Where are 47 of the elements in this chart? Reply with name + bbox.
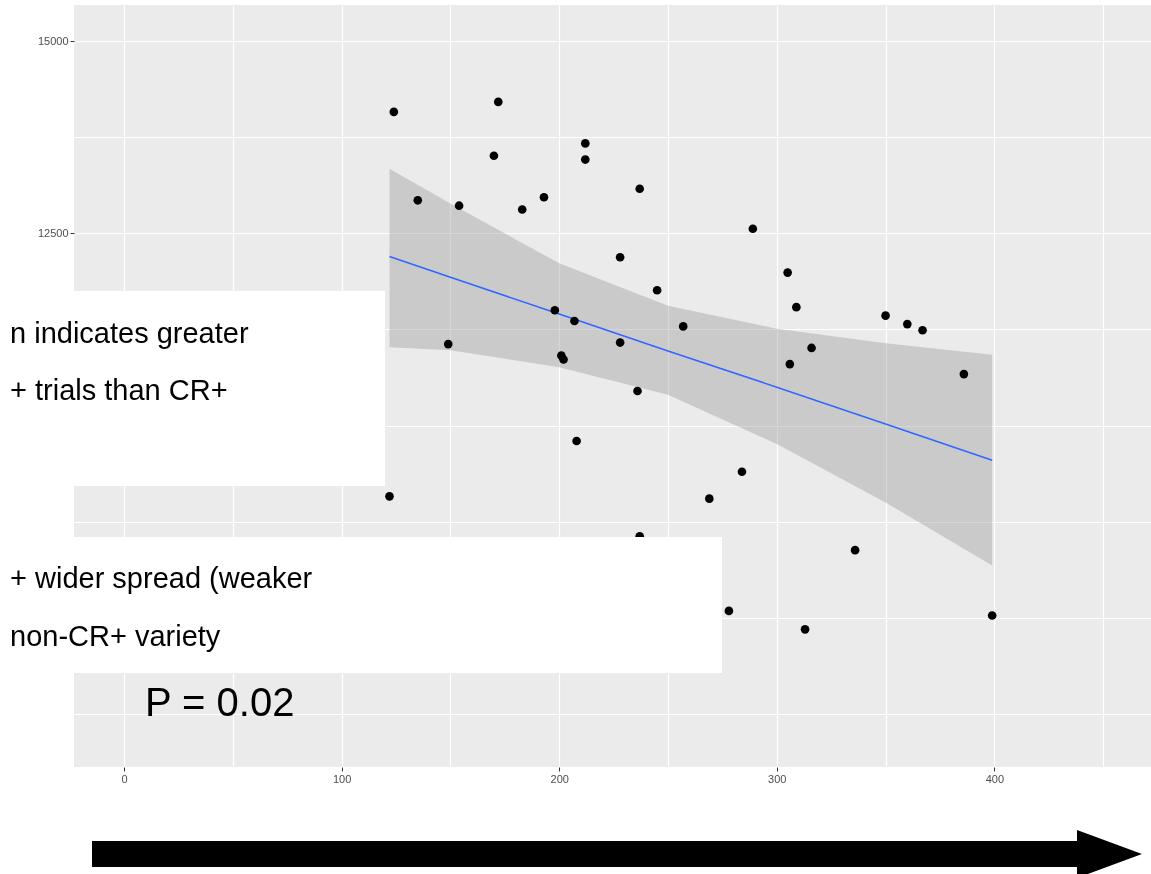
annotation: + wider spread (weaker non-CR+ variety	[10, 561, 313, 654]
point	[454, 201, 464, 211]
point	[918, 325, 927, 335]
point	[443, 339, 453, 349]
line-series	[388, 255, 993, 461]
point	[850, 545, 860, 555]
x-tick-label: 0	[121, 772, 128, 785]
y-tick-label: 15000	[37, 34, 69, 47]
point	[724, 606, 734, 616]
point	[783, 268, 792, 277]
point	[987, 611, 997, 620]
point	[704, 494, 714, 503]
point	[792, 302, 801, 312]
point	[489, 151, 499, 161]
x-tick-label: 300	[768, 772, 787, 785]
point	[517, 205, 527, 214]
point	[572, 436, 581, 446]
point	[902, 319, 912, 329]
point	[652, 285, 662, 295]
point	[615, 252, 625, 262]
point	[550, 305, 560, 315]
point	[580, 139, 590, 148]
point	[413, 195, 423, 205]
point	[785, 359, 795, 369]
point	[493, 97, 503, 107]
point	[539, 192, 549, 202]
point	[570, 316, 579, 326]
point	[748, 224, 758, 234]
point	[389, 107, 399, 117]
point	[559, 355, 568, 364]
point	[959, 369, 969, 379]
point	[633, 386, 642, 396]
x-tick-label: 200	[550, 772, 569, 785]
point	[635, 184, 645, 194]
point	[385, 492, 394, 501]
point	[580, 155, 590, 164]
annotation: P = 0.02	[145, 679, 295, 726]
x-tick-label: 100	[332, 772, 352, 785]
point	[737, 467, 747, 477]
point	[807, 343, 816, 353]
point	[800, 625, 810, 634]
y-tick-label: 12500	[37, 226, 69, 239]
annotation: n indicates greater + trials than CR+	[10, 316, 249, 408]
point	[678, 322, 688, 331]
x-tick-label: 400	[985, 772, 1005, 785]
point	[615, 338, 625, 347]
point	[881, 311, 890, 320]
